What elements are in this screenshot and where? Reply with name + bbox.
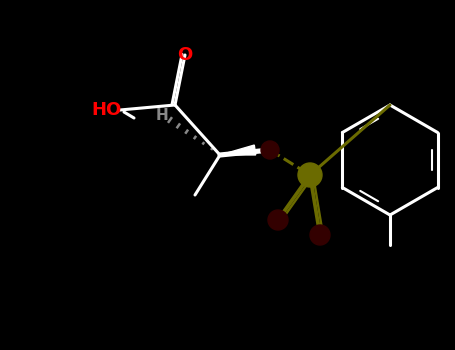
Polygon shape [220, 145, 256, 155]
Text: O: O [271, 211, 285, 229]
Text: H: H [156, 107, 168, 122]
Text: HO: HO [92, 101, 122, 119]
Text: O: O [263, 141, 277, 159]
Text: S: S [304, 168, 315, 182]
Circle shape [298, 163, 322, 187]
Text: O: O [313, 226, 327, 244]
Circle shape [261, 141, 279, 159]
Circle shape [268, 210, 288, 230]
Text: O: O [177, 46, 192, 64]
Circle shape [310, 225, 330, 245]
